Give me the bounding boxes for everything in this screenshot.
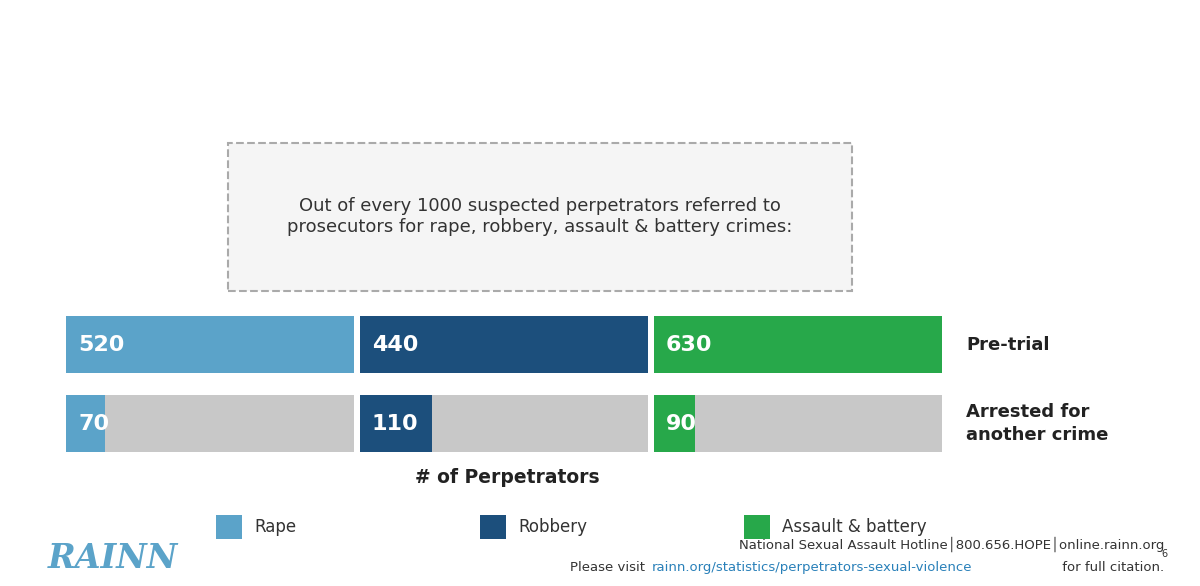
Text: for full citation.: for full citation. [1058,561,1164,574]
Bar [432,395,648,452]
FancyBboxPatch shape [228,143,852,291]
Text: 70: 70 [78,414,109,434]
Bar [695,395,942,452]
Text: SUSPECTS WHO ARE RELEASED PRE-TRIAL OFTEN COMMIT NEW CRIMES: SUSPECTS WHO ARE RELEASED PRE-TRIAL OFTE… [13,33,1187,61]
Text: 90: 90 [666,414,697,434]
Text: Arrested for
another crime: Arrested for another crime [966,403,1109,444]
Text: Please visit: Please visit [570,561,649,574]
Text: 110: 110 [372,414,419,434]
Bar [360,316,648,373]
Bar [654,395,695,452]
Bar [66,395,104,452]
Text: Out of every 1000 suspected perpetrators referred to
prosecutors for rape, robbe: Out of every 1000 suspected perpetrators… [287,197,793,236]
Text: 520: 520 [78,335,125,355]
Text: Assault & battery: Assault & battery [782,518,928,536]
Bar [104,395,354,452]
Bar [360,395,432,452]
Text: Rape: Rape [254,518,296,536]
Text: Pre-trial: Pre-trial [966,336,1050,354]
Text: 6: 6 [1162,548,1168,558]
Text: # of Perpetrators: # of Perpetrators [415,468,599,487]
Bar [216,515,242,539]
Bar [744,515,770,539]
Text: rainn.org/statistics/perpetrators-sexual-violence: rainn.org/statistics/perpetrators-sexual… [652,561,972,574]
Text: Robbery: Robbery [518,518,588,536]
Bar [480,515,506,539]
Text: 630: 630 [666,335,713,355]
Bar [654,316,942,373]
Text: RAINN: RAINN [48,543,179,575]
Text: 440: 440 [372,335,419,355]
Bar [66,316,354,373]
Text: National Sexual Assault Hotline│800.656.HOPE│online.rainn.org: National Sexual Assault Hotline│800.656.… [739,536,1164,552]
